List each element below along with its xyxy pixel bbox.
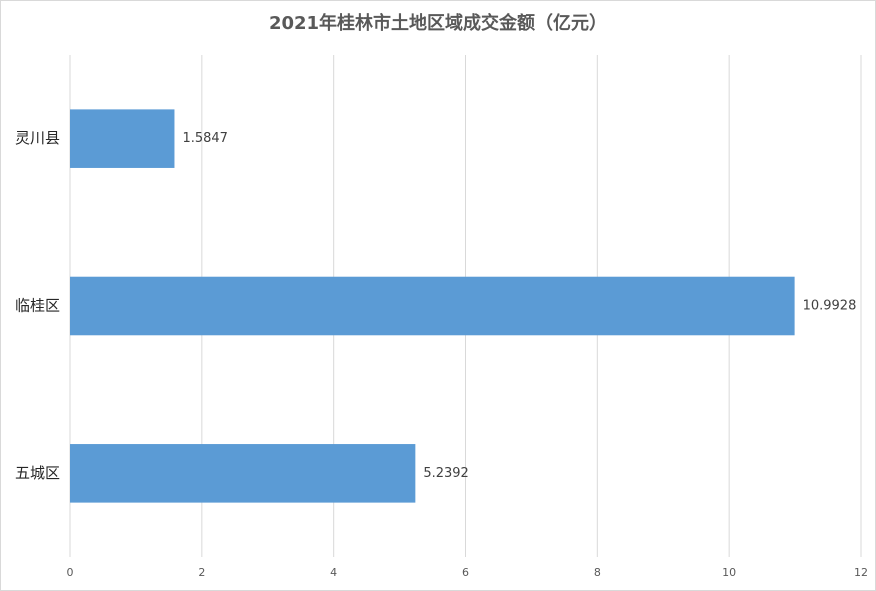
- y-tick-label: 五城区: [15, 464, 60, 482]
- bar: [70, 444, 416, 503]
- value-label: 1.5847: [182, 131, 228, 146]
- x-tick-label: 2: [198, 566, 205, 579]
- value-label: 5.2392: [423, 466, 469, 481]
- x-tick-label: 10: [722, 566, 736, 579]
- x-tick-label: 6: [462, 566, 469, 579]
- bar: [70, 109, 175, 168]
- x-tick-label: 12: [854, 566, 868, 579]
- value-label: 10.9928: [803, 299, 857, 314]
- y-tick-label: 灵川县: [15, 129, 60, 147]
- chart-title: 2021年桂林市土地区域成交金额（亿元）: [269, 12, 607, 34]
- y-tick-label: 临桂区: [15, 297, 60, 315]
- x-tick-label: 0: [67, 566, 74, 579]
- bar: [70, 276, 795, 336]
- x-tick-label: 4: [330, 566, 337, 579]
- x-tick-label: 8: [594, 566, 601, 579]
